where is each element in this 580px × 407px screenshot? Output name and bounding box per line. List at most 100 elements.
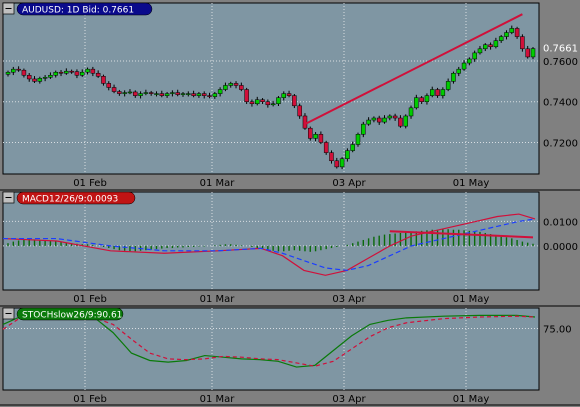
candle[interactable] <box>191 93 196 96</box>
candle[interactable] <box>127 91 133 94</box>
candle[interactable] <box>366 119 371 125</box>
candle[interactable] <box>64 70 69 74</box>
candle[interactable] <box>42 77 48 79</box>
candle[interactable] <box>148 92 154 94</box>
candle[interactable] <box>265 101 271 106</box>
price-plot-area[interactable] <box>2 2 540 175</box>
candle[interactable] <box>414 97 419 109</box>
candle[interactable] <box>239 85 244 90</box>
candle[interactable] <box>254 99 260 105</box>
candle[interactable] <box>111 87 117 92</box>
candle[interactable] <box>445 81 451 90</box>
candle[interactable] <box>90 68 96 74</box>
price-badge-bg[interactable] <box>16 2 153 16</box>
candle[interactable] <box>133 91 138 96</box>
candle[interactable] <box>249 101 255 105</box>
candle[interactable] <box>32 78 37 82</box>
candle[interactable] <box>509 28 515 33</box>
candle[interactable] <box>424 95 430 102</box>
candle[interactable] <box>207 95 212 97</box>
candle[interactable] <box>403 115 408 127</box>
candle[interactable] <box>101 76 106 84</box>
candle[interactable] <box>69 70 74 73</box>
candle[interactable] <box>223 85 228 90</box>
candle[interactable] <box>292 95 297 107</box>
candle[interactable] <box>154 93 159 95</box>
candle[interactable] <box>286 93 292 96</box>
candle[interactable] <box>11 68 16 73</box>
candle[interactable] <box>297 105 302 117</box>
macd-trendline[interactable] <box>389 230 534 239</box>
candle[interactable] <box>85 68 90 73</box>
candle[interactable] <box>398 117 403 127</box>
candle[interactable] <box>419 97 424 102</box>
candle[interactable] <box>435 89 440 96</box>
candle[interactable] <box>186 93 191 95</box>
candle[interactable] <box>276 97 281 105</box>
candle[interactable] <box>355 134 361 145</box>
stoch-badge-bg[interactable] <box>16 307 124 321</box>
candle[interactable] <box>180 93 186 95</box>
candle[interactable] <box>392 115 398 119</box>
candle[interactable] <box>451 72 456 82</box>
candle[interactable] <box>106 83 112 88</box>
candle[interactable] <box>498 36 504 41</box>
candle[interactable] <box>26 75 32 80</box>
candle[interactable] <box>201 93 207 96</box>
candle[interactable] <box>408 107 414 117</box>
candle[interactable] <box>472 52 477 60</box>
candle[interactable] <box>196 93 202 96</box>
candle[interactable] <box>270 103 276 106</box>
candle[interactable] <box>520 36 525 50</box>
candle[interactable] <box>350 144 355 151</box>
candle[interactable] <box>318 134 324 143</box>
candle[interactable] <box>138 93 143 96</box>
stoch-k-line[interactable] <box>2 314 536 368</box>
candle[interactable] <box>456 68 462 74</box>
candle[interactable] <box>308 127 313 139</box>
candle[interactable] <box>334 160 340 168</box>
stoch-plot-area[interactable] <box>2 307 540 391</box>
candle[interactable] <box>387 115 393 119</box>
candle[interactable] <box>53 71 58 76</box>
candle[interactable] <box>5 71 11 75</box>
candle[interactable] <box>58 71 64 74</box>
candle[interactable] <box>429 89 435 96</box>
candle[interactable] <box>244 89 249 102</box>
candle[interactable] <box>21 69 27 76</box>
candle[interactable] <box>217 89 223 94</box>
candle[interactable] <box>16 68 21 71</box>
candle[interactable] <box>95 72 101 77</box>
candle[interactable] <box>143 92 149 94</box>
candle[interactable] <box>302 115 308 129</box>
candle[interactable] <box>79 71 85 76</box>
candle[interactable] <box>329 152 334 162</box>
macd-signal-line[interactable] <box>3 218 536 272</box>
candle[interactable] <box>530 48 536 58</box>
candle[interactable] <box>175 92 180 95</box>
candle[interactable] <box>170 92 175 94</box>
candle[interactable] <box>313 134 318 139</box>
candle[interactable] <box>488 44 493 48</box>
candle[interactable] <box>514 28 520 37</box>
candle[interactable] <box>233 83 239 86</box>
macd-plot-area[interactable] <box>2 191 540 291</box>
candle[interactable] <box>371 117 377 121</box>
candle[interactable] <box>525 48 530 58</box>
candle[interactable] <box>260 99 265 102</box>
candle[interactable] <box>74 71 80 76</box>
candle[interactable] <box>361 123 366 135</box>
candle[interactable] <box>467 58 472 64</box>
macd-badge-bg[interactable] <box>16 191 136 205</box>
candle[interactable] <box>122 92 127 94</box>
candle[interactable] <box>504 32 509 37</box>
candle[interactable] <box>228 83 233 86</box>
candle[interactable] <box>212 93 218 97</box>
candle[interactable] <box>382 117 387 123</box>
candle[interactable] <box>37 78 43 82</box>
candle[interactable] <box>281 93 287 98</box>
candle[interactable] <box>159 93 165 96</box>
candle[interactable] <box>117 91 122 94</box>
candle[interactable] <box>339 158 345 168</box>
candle[interactable] <box>477 48 483 54</box>
